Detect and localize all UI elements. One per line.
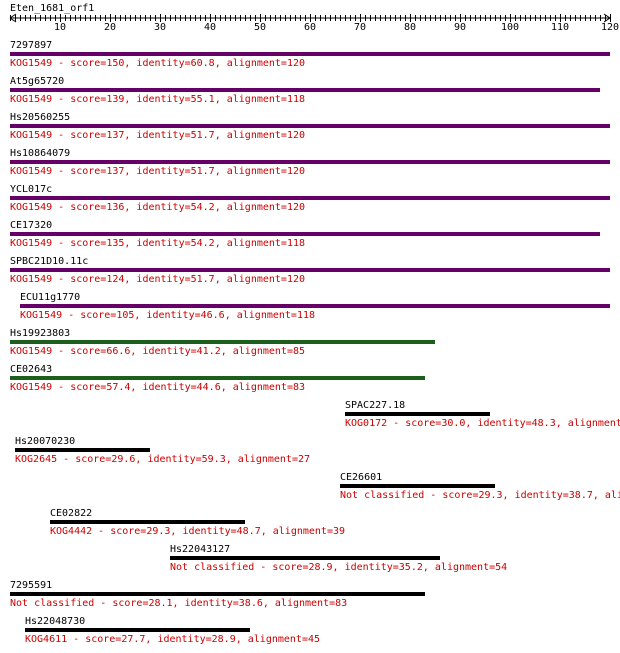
hit-name[interactable]: CE02822 [50,508,93,519]
ruler-tick-label: 50 [254,22,266,33]
hit-description[interactable]: KOG1549 - score=66.6, identity=41.2, ali… [10,346,306,357]
hit-description[interactable]: KOG1549 - score=137, identity=51.7, alig… [10,130,306,141]
hit-description[interactable]: KOG4442 - score=29.3, identity=48.7, ali… [50,526,346,537]
hit-alignment-bar[interactable] [340,484,495,488]
hit-description[interactable]: KOG1549 - score=139, identity=55.1, alig… [10,94,306,105]
hit-alignment-bar[interactable] [10,124,610,128]
hit-description[interactable]: Not classified - score=28.9, identity=35… [170,562,508,573]
hit-name[interactable]: SPAC227.18 [345,400,406,411]
hit-name[interactable]: YCL017c [10,184,53,195]
ruler-tick-label: 10 [54,22,66,33]
hit-alignment-bar[interactable] [345,412,490,416]
coordinate-ruler: Eten_1681_orf1 10 20 30 40 50 60 70 80 90 100 110 1… [9,3,619,33]
ruler-right-arrow [603,13,611,23]
hit-alignment-bar[interactable] [10,376,425,380]
hit-alignment-bar[interactable] [10,592,425,596]
hit-description[interactable]: KOG4611 - score=27.7, identity=28.9, ali… [25,634,321,645]
hit-name[interactable]: Hs19923803 [10,328,71,339]
hit-description[interactable]: Not classified - score=28.1, identity=38… [10,598,348,609]
hit-name[interactable]: CE17320 [10,220,53,231]
hit-alignment-bar[interactable] [25,628,250,632]
hit-alignment-bar[interactable] [170,556,440,560]
ruler-tick-label: 30 [154,22,166,33]
hit-name[interactable]: Hs10864079 [10,148,71,159]
hit-description[interactable]: KOG1549 - score=57.4, identity=44.6, ali… [10,382,306,393]
hit-description[interactable]: KOG1549 - score=136, identity=54.2, alig… [10,202,306,213]
hit-description[interactable]: KOG1549 - score=150, identity=60.8, alig… [10,58,306,69]
ruler-tick-label: 70 [354,22,366,33]
hit-alignment-bar[interactable] [10,232,600,236]
hit-name[interactable]: 7297897 [10,40,53,51]
ruler-tick-label: 90 [454,22,466,33]
hit-name[interactable]: Hs20070230 [15,436,76,447]
hit-name[interactable]: SPBC21D10.11c [10,256,89,267]
ruler-tick-label: 120 [601,22,619,33]
hit-alignment-bar[interactable] [50,520,245,524]
hit-alignment-bar[interactable] [10,196,610,200]
hit-description[interactable]: KOG0172 - score=30.0, identity=48.3, ali… [345,418,620,429]
ruler-tick-label: 60 [304,22,316,33]
hit-alignment-bar[interactable] [10,340,435,344]
ruler-axis [9,13,611,23]
hit-alignment-bar[interactable] [20,304,610,308]
hit-alignment-bar[interactable] [10,160,610,164]
ruler-tick-label: 40 [204,22,216,33]
hit-description[interactable]: KOG1549 - score=105, identity=46.6, alig… [20,310,316,321]
hit-description[interactable]: KOG1549 - score=135, identity=54.2, alig… [10,238,306,249]
ruler-tick-label: 110 [551,22,569,33]
hit-description[interactable]: Not classified - score=29.3, identity=38… [340,490,620,501]
hit-name[interactable]: ECU11g1770 [20,292,81,303]
hit-description[interactable]: KOG1549 - score=124, identity=51.7, alig… [10,274,306,285]
hit-name[interactable]: Hs22048730 [25,616,86,627]
hit-alignment-bar[interactable] [10,88,600,92]
hit-name[interactable]: 7295591 [10,580,53,591]
hit-name[interactable]: CE02643 [10,364,53,375]
query-title: Eten_1681_orf1 [10,3,94,14]
hit-alignment-bar[interactable] [10,52,610,56]
ruler-tick-labels: 10 20 30 40 50 60 70 80 90 100 110 120 [54,22,619,33]
ruler-tick-label: 20 [104,22,116,33]
hit-name[interactable]: At5g65720 [10,76,65,87]
hit-name[interactable]: Hs22043127 [170,544,231,555]
ruler-tick-label: 100 [501,22,519,33]
hit-description[interactable]: KOG2645 - score=29.6, identity=59.3, ali… [15,454,311,465]
ruler-tick-label: 80 [404,22,416,33]
hit-name[interactable]: Hs20560255 [10,112,71,123]
hit-name[interactable]: CE26601 [340,472,383,483]
hit-alignment-bar[interactable] [10,268,610,272]
ruler-left-arrow [9,13,17,23]
hit-alignment-bar[interactable] [15,448,150,452]
hit-description[interactable]: KOG1549 - score=137, identity=51.7, alig… [10,166,306,177]
